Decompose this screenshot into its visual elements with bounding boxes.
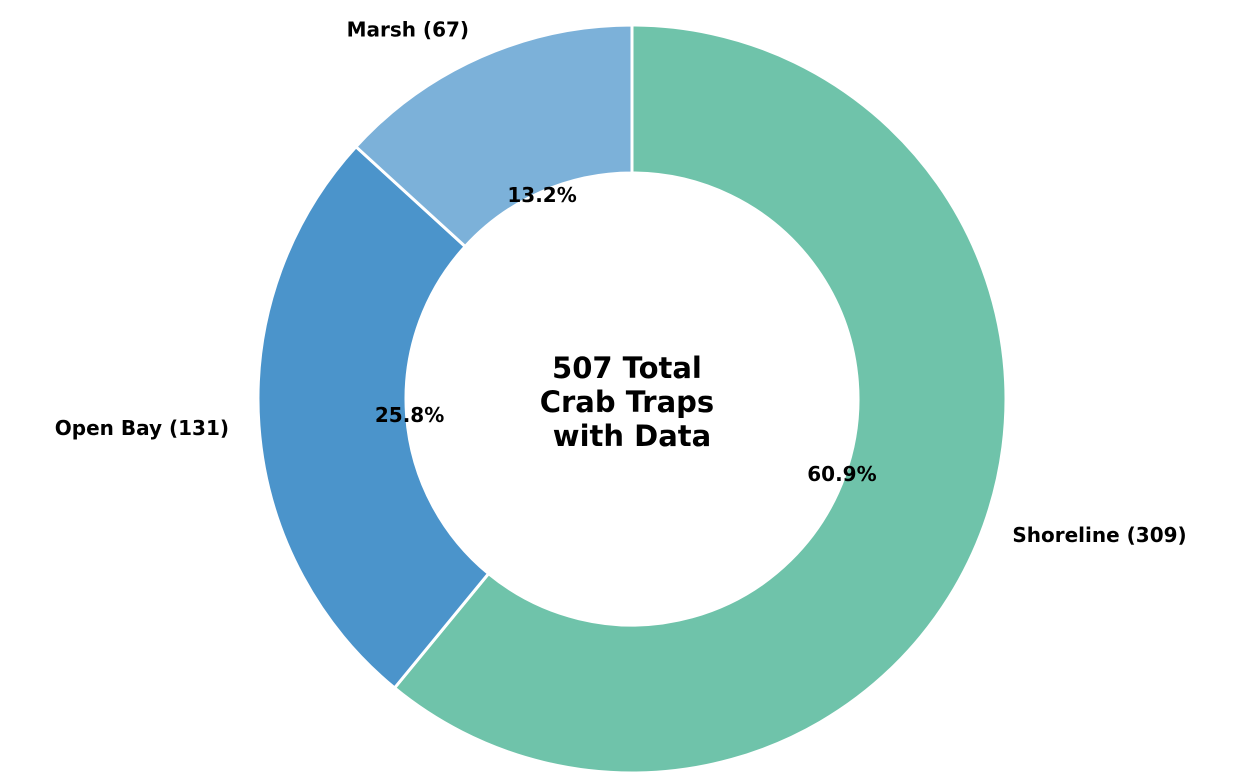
percent-labels: 60.9% 25.8% 13.2%	[375, 183, 877, 486]
center-line-1: 507 Total	[552, 351, 702, 385]
slice-label-open-bay: Open Bay (131)	[55, 416, 229, 440]
donut-slice-marsh	[354, 23, 634, 249]
donut-slices	[256, 23, 1008, 775]
slice-label-marsh: Marsh (67)	[347, 17, 469, 41]
percent-label-marsh: 13.2%	[507, 183, 576, 207]
percent-label-shoreline: 60.9%	[807, 462, 876, 486]
slice-labels: Shoreline (309) Open Bay (131) Marsh (67)	[55, 17, 1187, 547]
donut-slice-open-bay	[256, 145, 491, 690]
percent-label-open-bay: 25.8%	[375, 403, 444, 427]
slice-label-shoreline: Shoreline (309)	[1012, 523, 1186, 547]
center-line-3: with Data	[553, 419, 711, 453]
center-label: 507 Total Crab Traps with Data	[540, 351, 725, 453]
center-line-2: Crab Traps	[540, 385, 715, 419]
donut-slice-shoreline	[393, 23, 1008, 775]
